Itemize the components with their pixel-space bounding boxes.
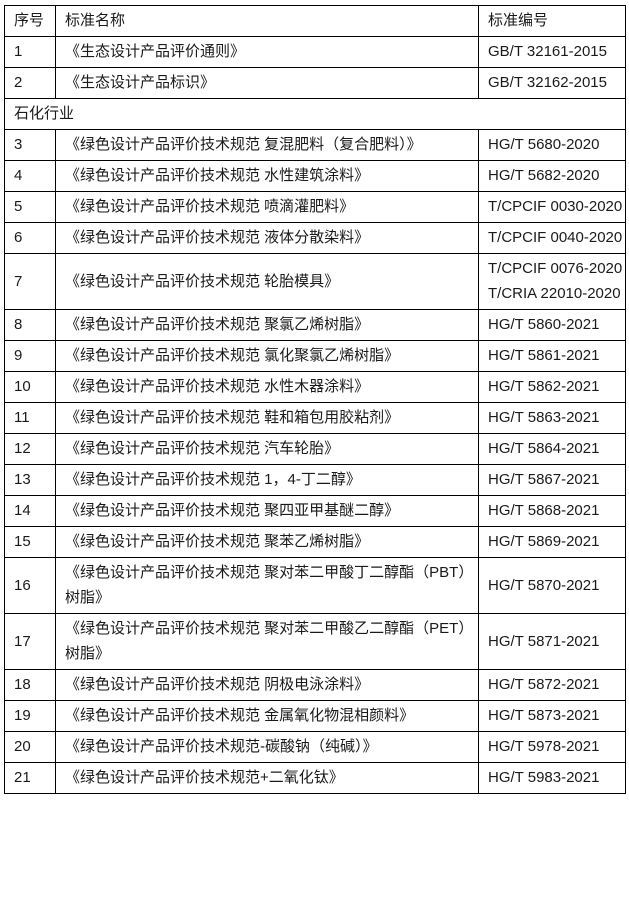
table-row: 14 《绿色设计产品评价技术规范 聚四亚甲基醚二醇》 HG/T 5868-202… bbox=[4, 495, 626, 527]
table-row: 8 《绿色设计产品评价技术规范 聚氯乙烯树脂》 HG/T 5860-2021 bbox=[4, 309, 626, 341]
row-no: 14 bbox=[4, 495, 56, 527]
row-name: 《绿色设计产品评价技术规范 聚氯乙烯树脂》 bbox=[55, 309, 479, 341]
row-name: 《绿色设计产品评价技术规范 汽车轮胎》 bbox=[55, 433, 479, 465]
row-no: 19 bbox=[4, 700, 56, 732]
table-row: 16 《绿色设计产品评价技术规范 聚对苯二甲酸丁二醇酯（PBT）树脂》 HG/T… bbox=[4, 557, 626, 614]
row-name: 《生态设计产品评价通则》 bbox=[55, 36, 479, 68]
column-header-code: 标准编号 bbox=[478, 5, 626, 37]
table-row: 21 《绿色设计产品评价技术规范+二氧化钛》 HG/T 5983-2021 bbox=[4, 762, 626, 794]
row-no: 13 bbox=[4, 464, 56, 496]
row-code: HG/T 5863-2021 bbox=[478, 402, 626, 434]
table-row: 7 《绿色设计产品评价技术规范 轮胎模具》 T/CPCIF 0076-2020T… bbox=[4, 253, 626, 310]
row-code: GB/T 32161-2015 bbox=[478, 36, 626, 68]
table-row: 6 《绿色设计产品评价技术规范 液体分散染料》 T/CPCIF 0040-202… bbox=[4, 222, 626, 254]
row-code: T/CPCIF 0040-2020 bbox=[478, 222, 626, 254]
row-code: HG/T 5983-2021 bbox=[478, 762, 626, 794]
row-no: 3 bbox=[4, 129, 56, 161]
row-name: 《绿色设计产品评价技术规范 轮胎模具》 bbox=[55, 253, 479, 310]
table-row: 5 《绿色设计产品评价技术规范 喷滴灌肥料》 T/CPCIF 0030-2020 bbox=[4, 191, 626, 223]
row-no: 20 bbox=[4, 731, 56, 763]
row-code: T/CPCIF 0030-2020 bbox=[478, 191, 626, 223]
table-row: 2 《生态设计产品标识》 GB/T 32162-2015 bbox=[4, 67, 626, 99]
row-name: 《绿色设计产品评价技术规范 氯化聚氯乙烯树脂》 bbox=[55, 340, 479, 372]
header-row: 序号 标准名称 标准编号 bbox=[4, 5, 626, 37]
row-name: 《绿色设计产品评价技术规范 液体分散染料》 bbox=[55, 222, 479, 254]
column-header-name: 标准名称 bbox=[55, 5, 479, 37]
table-row: 15 《绿色设计产品评价技术规范 聚苯乙烯树脂》 HG/T 5869-2021 bbox=[4, 526, 626, 558]
row-no: 15 bbox=[4, 526, 56, 558]
row-code: HG/T 5862-2021 bbox=[478, 371, 626, 403]
row-code: HG/T 5867-2021 bbox=[478, 464, 626, 496]
row-no: 1 bbox=[4, 36, 56, 68]
row-name: 《绿色设计产品评价技术规范 聚苯乙烯树脂》 bbox=[55, 526, 479, 558]
row-code: HG/T 5870-2021 bbox=[478, 557, 626, 614]
table-row: 20 《绿色设计产品评价技术规范-碳酸钠（纯碱）》 HG/T 5978-2021 bbox=[4, 731, 626, 763]
column-header-no: 序号 bbox=[4, 5, 56, 37]
row-no: 7 bbox=[4, 253, 56, 310]
row-code: HG/T 5978-2021 bbox=[478, 731, 626, 763]
table-row: 10 《绿色设计产品评价技术规范 水性木器涂料》 HG/T 5862-2021 bbox=[4, 371, 626, 403]
table-row: 18 《绿色设计产品评价技术规范 阴极电泳涂料》 HG/T 5872-2021 bbox=[4, 669, 626, 701]
row-code: GB/T 32162-2015 bbox=[478, 67, 626, 99]
table-row: 1 《生态设计产品评价通则》 GB/T 32161-2015 bbox=[4, 36, 626, 68]
row-name: 《绿色设计产品评价技术规范+二氧化钛》 bbox=[55, 762, 479, 794]
row-code: HG/T 5860-2021 bbox=[478, 309, 626, 341]
row-name: 《绿色设计产品评价技术规范 聚对苯二甲酸丁二醇酯（PBT）树脂》 bbox=[55, 557, 479, 614]
row-name: 《绿色设计产品评价技术规范 水性木器涂料》 bbox=[55, 371, 479, 403]
row-name: 《绿色设计产品评价技术规范 鞋和箱包用胶粘剂》 bbox=[55, 402, 479, 434]
row-code: HG/T 5871-2021 bbox=[478, 613, 626, 670]
row-no: 4 bbox=[4, 160, 56, 192]
table-row: 19 《绿色设计产品评价技术规范 金属氧化物混相颜料》 HG/T 5873-20… bbox=[4, 700, 626, 732]
table-row: 17 《绿色设计产品评价技术规范 聚对苯二甲酸乙二醇酯（PET）树脂》 HG/T… bbox=[4, 613, 626, 670]
row-code: T/CPCIF 0076-2020T/CRIA 22010-2020 bbox=[478, 253, 626, 310]
row-code: HG/T 5682-2020 bbox=[478, 160, 626, 192]
row-no: 12 bbox=[4, 433, 56, 465]
table-row: 13 《绿色设计产品评价技术规范 1，4-丁二醇》 HG/T 5867-2021 bbox=[4, 464, 626, 496]
row-name: 《绿色设计产品评价技术规范 水性建筑涂料》 bbox=[55, 160, 479, 192]
row-no: 17 bbox=[4, 613, 56, 670]
row-no: 18 bbox=[4, 669, 56, 701]
row-name: 《绿色设计产品评价技术规范 复混肥料（复合肥料）》 bbox=[55, 129, 479, 161]
table-row: 11 《绿色设计产品评价技术规范 鞋和箱包用胶粘剂》 HG/T 5863-202… bbox=[4, 402, 626, 434]
row-name: 《绿色设计产品评价技术规范 喷滴灌肥料》 bbox=[55, 191, 479, 223]
row-name: 《绿色设计产品评价技术规范 1，4-丁二醇》 bbox=[55, 464, 479, 496]
table-row: 12 《绿色设计产品评价技术规范 汽车轮胎》 HG/T 5864-2021 bbox=[4, 433, 626, 465]
row-code: HG/T 5873-2021 bbox=[478, 700, 626, 732]
standards-table: 序号 标准名称 标准编号 1 《生态设计产品评价通则》 GB/T 32161-2… bbox=[4, 5, 626, 794]
table-row: 9 《绿色设计产品评价技术规范 氯化聚氯乙烯树脂》 HG/T 5861-2021 bbox=[4, 340, 626, 372]
standards-table-body: 1 《生态设计产品评价通则》 GB/T 32161-2015 2 《生态设计产品… bbox=[4, 36, 626, 794]
row-code: HG/T 5680-2020 bbox=[478, 129, 626, 161]
row-name: 《绿色设计产品评价技术规范 金属氧化物混相颜料》 bbox=[55, 700, 479, 732]
table-row: 3 《绿色设计产品评价技术规范 复混肥料（复合肥料）》 HG/T 5680-20… bbox=[4, 129, 626, 161]
row-code: HG/T 5872-2021 bbox=[478, 669, 626, 701]
row-no: 21 bbox=[4, 762, 56, 794]
row-name: 《绿色设计产品评价技术规范 聚四亚甲基醚二醇》 bbox=[55, 495, 479, 527]
row-no: 10 bbox=[4, 371, 56, 403]
table-row: 4 《绿色设计产品评价技术规范 水性建筑涂料》 HG/T 5682-2020 bbox=[4, 160, 626, 192]
row-no: 9 bbox=[4, 340, 56, 372]
row-name: 《绿色设计产品评价技术规范 聚对苯二甲酸乙二醇酯（PET）树脂》 bbox=[55, 613, 479, 670]
row-name: 《生态设计产品标识》 bbox=[55, 67, 479, 99]
row-code: HG/T 5869-2021 bbox=[478, 526, 626, 558]
row-no: 5 bbox=[4, 191, 56, 223]
row-no: 2 bbox=[4, 67, 56, 99]
row-name: 《绿色设计产品评价技术规范-碳酸钠（纯碱）》 bbox=[55, 731, 479, 763]
row-no: 11 bbox=[4, 402, 56, 434]
row-no: 8 bbox=[4, 309, 56, 341]
section-row: 石化行业 bbox=[4, 98, 626, 130]
row-code: HG/T 5861-2021 bbox=[478, 340, 626, 372]
row-no: 6 bbox=[4, 222, 56, 254]
row-name: 《绿色设计产品评价技术规范 阴极电泳涂料》 bbox=[55, 669, 479, 701]
section-label: 石化行业 bbox=[4, 98, 626, 130]
row-no: 16 bbox=[4, 557, 56, 614]
row-code: HG/T 5864-2021 bbox=[478, 433, 626, 465]
row-code: HG/T 5868-2021 bbox=[478, 495, 626, 527]
